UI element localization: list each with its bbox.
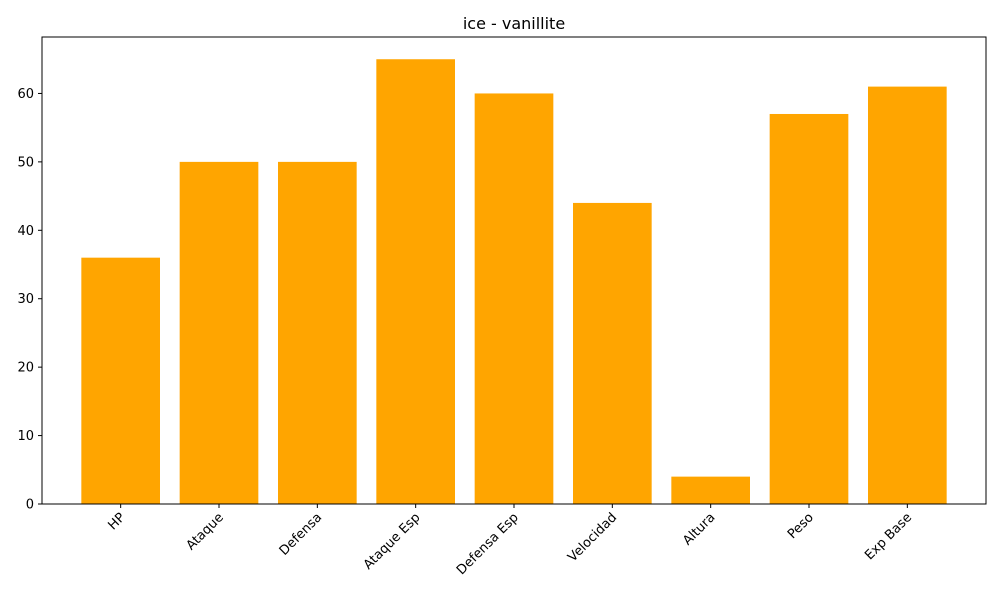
x-tick-label: Velocidad [565,510,620,565]
x-tick-label: Defensa Esp [454,510,522,578]
chart-title: ice - vanillite [463,14,565,33]
y-tick-label: 50 [17,155,34,170]
y-tick-label: 0 [26,498,34,513]
x-tick-label: HP [105,510,128,533]
y-axis: 0 10 20 30 40 50 60 [17,87,42,513]
plot-frame [41,36,987,505]
bar-peso [769,113,849,504]
x-axis: HP Ataque Defensa Ataque Esp Defensa Esp Velo… [105,504,915,578]
bar-altura [671,476,750,504]
y-tick-label: 30 [17,292,34,307]
x-tick-label: Peso [785,510,817,542]
bar-ataque-esp [376,59,455,504]
bar-exp-base [868,86,947,504]
bar-defensa-esp [474,93,554,504]
bars-group [81,59,947,504]
y-tick-label: 20 [17,361,34,376]
x-tick-label: Ataque [184,510,227,553]
y-tick-label: 60 [17,87,34,102]
x-tick-label: Ataque Esp [361,510,424,573]
bar-hp [81,257,160,504]
y-tick-label: 10 [17,429,34,444]
y-tick-label: 40 [17,224,34,239]
bar-velocidad [573,202,652,504]
x-tick-label: Exp Base [862,510,915,563]
bar-defensa [278,161,357,504]
x-tick-label: Defensa [277,510,325,558]
x-tick-label: Altura [680,510,718,548]
bar-ataque [179,161,259,504]
